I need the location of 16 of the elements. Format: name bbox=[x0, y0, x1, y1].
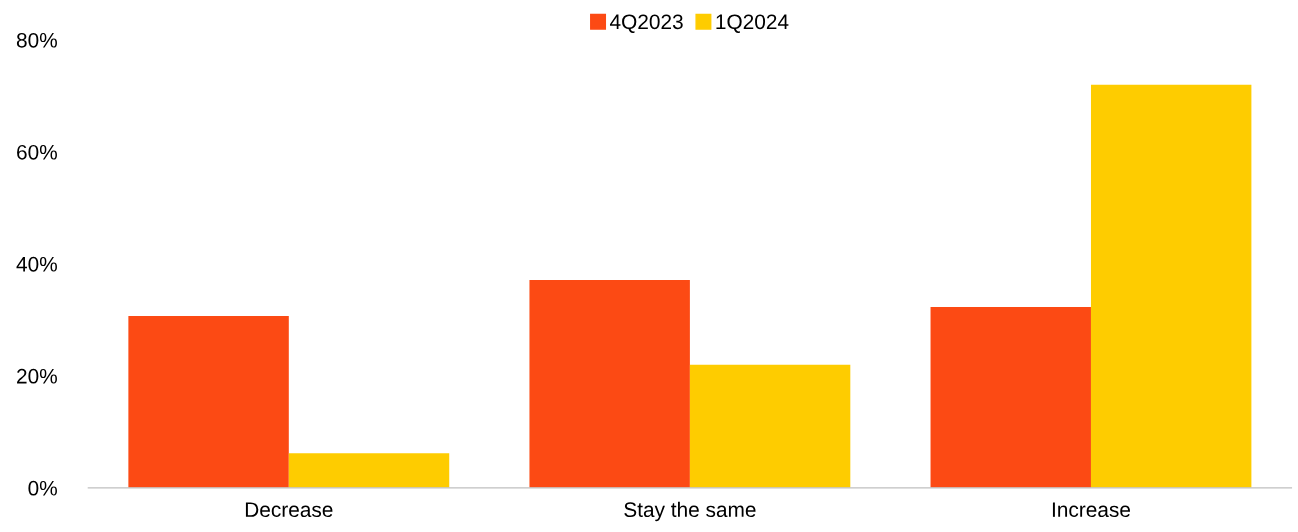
bar bbox=[288, 453, 450, 488]
x-tick-label: Increase bbox=[1052, 502, 1130, 518]
bar bbox=[930, 306, 1091, 488]
y-tick-label: 80% bbox=[16, 32, 57, 48]
bar bbox=[529, 280, 690, 488]
y-tick-label: 40% bbox=[16, 256, 57, 272]
x-tick-label: Stay the same bbox=[624, 501, 756, 522]
x-tick-label: Decrease bbox=[245, 502, 333, 518]
legend-label: 1Q2024 bbox=[716, 14, 789, 33]
y-tick-label: 0% bbox=[28, 480, 57, 496]
y-tick-label: 60% bbox=[17, 144, 57, 160]
y-tick-label: 20% bbox=[17, 368, 57, 384]
bar bbox=[689, 364, 851, 488]
bar bbox=[1090, 84, 1252, 488]
bar bbox=[128, 315, 289, 488]
legend-label: 4Q2023 bbox=[609, 14, 683, 33]
